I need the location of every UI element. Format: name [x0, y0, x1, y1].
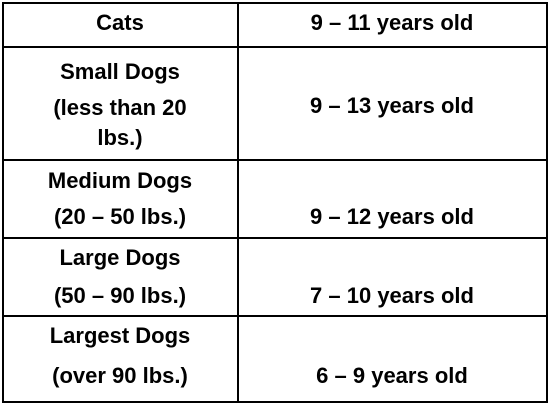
animal-label: Small Dogs: [60, 59, 180, 84]
animal-label: Largest Dogs: [50, 323, 191, 348]
animal-label: Medium Dogs: [48, 168, 192, 193]
animal-label: lbs.): [97, 125, 142, 150]
age-range: 7 – 10 years old: [310, 283, 474, 308]
age-range: 6 – 9 years old: [316, 363, 468, 388]
animal-label: (over 90 lbs.): [52, 363, 188, 388]
animal-label: Large Dogs: [59, 245, 180, 270]
age-range: 9 – 11 years old: [311, 10, 474, 35]
animal-label: Cats: [96, 10, 144, 35]
age-range: 9 – 12 years old: [310, 204, 474, 229]
animal-label: (20 – 50 lbs.): [54, 204, 186, 229]
age-range: 9 – 13 years old: [310, 93, 474, 118]
animal-label: (50 – 90 lbs.): [54, 283, 186, 308]
animal-label: (less than 20: [53, 95, 186, 120]
